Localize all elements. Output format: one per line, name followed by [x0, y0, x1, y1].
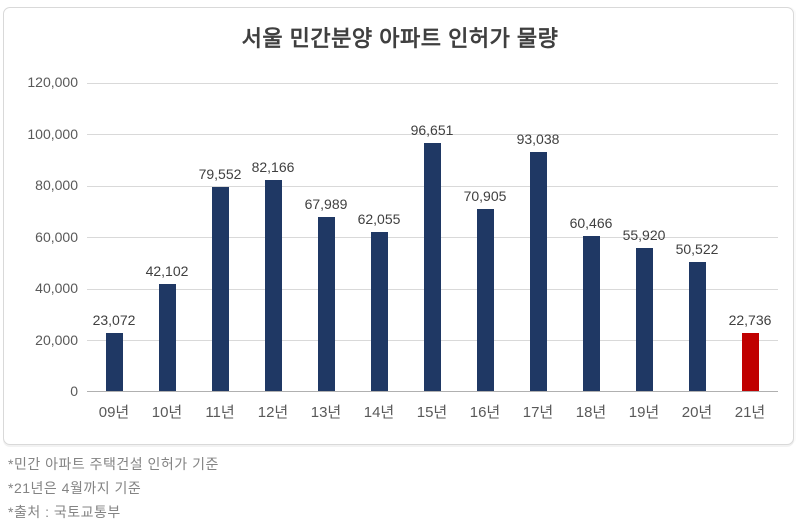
- x-tick-label: 21년: [734, 404, 766, 421]
- y-tick-label: 100,000: [27, 125, 78, 142]
- x-tick-label: 12년: [257, 404, 289, 421]
- bar-value-label: 60,466: [569, 215, 613, 231]
- bar-16년: [476, 209, 494, 391]
- bar-value-label: 67,989: [304, 196, 348, 212]
- bar-value-label: 79,552: [198, 166, 242, 182]
- bar-19년: [635, 248, 653, 391]
- footnotes: *민간 아파트 주택건설 인허가 기준 *21년은 4월까지 기준 *출처 : …: [8, 452, 219, 524]
- y-tick-label: 40,000: [35, 280, 78, 296]
- bar-value-label: 82,166: [251, 159, 295, 175]
- bar-20년: [688, 262, 706, 391]
- bar-value-label: 23,072: [92, 312, 136, 328]
- chart-title: 서울 민간분양 아파트 인허가 물량: [241, 26, 559, 51]
- bar-09년: [105, 333, 123, 391]
- footnote-line: *출처 : 국토교통부: [8, 504, 121, 520]
- x-axis-line: [87, 391, 778, 392]
- y-tick-label: 20,000: [35, 331, 78, 348]
- chart-frame: [3, 7, 794, 445]
- y-tick-label: 60,000: [35, 228, 78, 245]
- y-axis: 0 20,000 40,000 60,000 80,000 100,000 120,000: [0, 74, 78, 399]
- x-tick-label: 16년: [469, 404, 501, 421]
- x-tick-label: 09년: [98, 404, 130, 421]
- bar-value-label: 70,905: [463, 188, 507, 204]
- x-tick-label: 20년: [681, 404, 713, 421]
- plot-area: 23,072 42,102 79,552 82,166 67,989 62,055 96,6…: [87, 82, 778, 392]
- y-tick-label: 120,000: [27, 74, 78, 90]
- bar-value-label: 62,055: [357, 211, 401, 227]
- bar-value-label: 42,102: [145, 263, 189, 279]
- bar-value-label: 96,651: [410, 122, 454, 138]
- bar-11년: [211, 187, 229, 391]
- gridline: [87, 134, 778, 135]
- x-tick-label: 10년: [151, 404, 183, 421]
- bar-value-label: 55,920: [622, 227, 666, 243]
- gridline: [87, 82, 778, 84]
- bar-12년: [264, 180, 282, 391]
- bar-21년: [741, 333, 759, 391]
- bar-18년: [582, 236, 600, 391]
- x-tick-label: 11년: [205, 404, 235, 421]
- x-tick-label: 18년: [575, 404, 607, 421]
- x-axis: 09년 10년 11년 12년 13년 14년 15년 16년 17년 18년 19년 20년 21년: [87, 401, 778, 423]
- x-tick-label: 17년: [522, 404, 554, 421]
- y-tick-label: 0: [70, 383, 78, 399]
- y-tick-label: 80,000: [35, 177, 78, 193]
- bar-value-label: 93,038: [516, 131, 560, 147]
- x-tick-label: 19년: [628, 404, 660, 421]
- bar-value-label: 22,736: [728, 312, 772, 328]
- x-tick-label: 13년: [310, 404, 342, 421]
- bar-10년: [158, 284, 176, 391]
- bar-13년: [317, 217, 335, 391]
- x-tick-label: 15년: [416, 404, 448, 421]
- bar-14년: [370, 232, 388, 391]
- footnote-line: *21년은 4월까지 기준: [8, 480, 142, 496]
- footnote-line: *민간 아파트 주택건설 인허가 기준: [8, 456, 219, 472]
- x-tick-label: 14년: [363, 404, 395, 421]
- bar-15년: [423, 143, 441, 391]
- bar-value-label: 50,522: [675, 241, 719, 257]
- bar-17년: [529, 152, 547, 391]
